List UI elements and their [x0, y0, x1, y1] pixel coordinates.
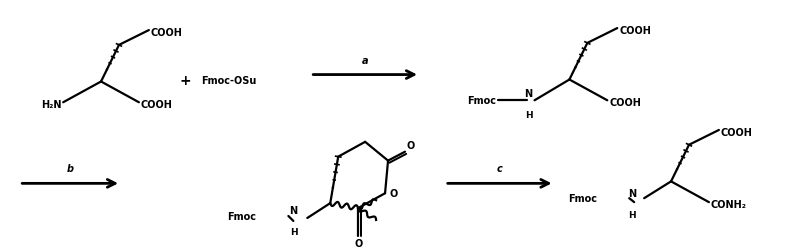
Text: N: N — [525, 89, 533, 99]
Text: a: a — [362, 55, 368, 66]
Text: O: O — [407, 140, 415, 150]
Text: COOH: COOH — [141, 100, 172, 110]
Text: Fmoc: Fmoc — [569, 194, 597, 203]
Text: N: N — [290, 205, 298, 215]
Text: COOH: COOH — [619, 26, 651, 36]
Text: O: O — [354, 238, 363, 248]
Text: +: + — [180, 73, 192, 87]
Text: COOH: COOH — [610, 98, 641, 108]
Text: b: b — [67, 164, 74, 174]
Text: COOH: COOH — [151, 28, 183, 38]
Text: H: H — [290, 227, 298, 236]
Text: H: H — [525, 111, 533, 120]
Text: N: N — [628, 188, 636, 198]
Text: Fmoc-OSu: Fmoc-OSu — [200, 75, 256, 85]
Text: H: H — [629, 210, 636, 219]
Text: Fmoc: Fmoc — [228, 211, 257, 221]
Text: c: c — [496, 164, 503, 174]
Text: CONH₂: CONH₂ — [711, 199, 747, 209]
Text: Fmoc: Fmoc — [467, 96, 496, 106]
Text: O: O — [389, 188, 397, 199]
Text: H₂N: H₂N — [41, 100, 61, 110]
Text: COOH: COOH — [721, 128, 753, 137]
